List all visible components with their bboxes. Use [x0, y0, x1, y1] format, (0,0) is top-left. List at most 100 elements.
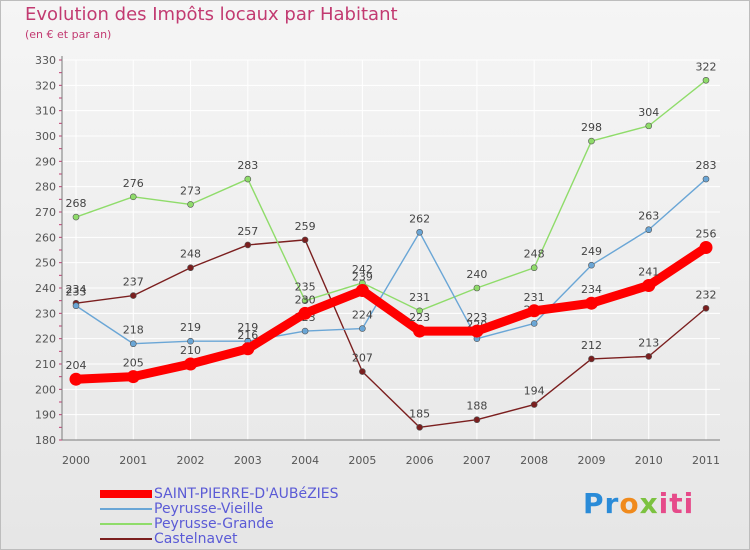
- data-point: [187, 264, 194, 272]
- data-label: 218: [123, 324, 144, 337]
- y-tick-label: 260: [35, 231, 56, 244]
- data-point: [584, 296, 598, 310]
- legend-swatch-peyrusse-grande: [100, 523, 152, 525]
- data-point: [588, 355, 595, 363]
- data-label: 205: [123, 357, 144, 370]
- y-tick-label: 180: [35, 434, 56, 447]
- data-point: [530, 401, 538, 408]
- x-tick-label: 2006: [406, 454, 434, 467]
- legend-swatch-peyrusse-vieille: [100, 508, 152, 510]
- data-label: 237: [123, 276, 144, 289]
- data-point: [187, 201, 194, 208]
- proxiti-logo: Proxiti: [583, 487, 694, 520]
- series-line: [71, 242, 711, 384]
- data-point: [244, 241, 252, 249]
- data-point: [588, 261, 595, 269]
- logo-part-4: iti: [658, 487, 695, 520]
- data-label: 262: [409, 212, 430, 225]
- data-label: 283: [237, 159, 258, 172]
- data-point: [645, 353, 653, 360]
- data-label: 276: [123, 177, 144, 190]
- data-point: [244, 175, 252, 183]
- series-line: [75, 178, 707, 345]
- data-label: 298: [581, 121, 602, 134]
- logo-part-2: o: [619, 487, 640, 520]
- x-tick-label: 2010: [635, 454, 663, 467]
- data-point: [129, 292, 137, 299]
- data-label: 204: [66, 359, 87, 372]
- y-tick-label: 280: [35, 181, 56, 194]
- legend-item-peyrusse-vieille: Peyrusse-Vieille: [100, 501, 263, 517]
- data-label: 213: [638, 336, 659, 349]
- data-point: [416, 307, 423, 315]
- data-point: [588, 137, 595, 145]
- data-point: [470, 324, 484, 338]
- chart-title: Evolution des Impôts locaux par Habitant: [25, 4, 398, 25]
- legend-item-peyrusse-grande: Peyrusse-Grande: [100, 516, 274, 532]
- y-tick-label: 230: [35, 307, 56, 320]
- data-point: [530, 320, 538, 327]
- data-label: 322: [696, 60, 717, 73]
- data-label: 268: [66, 197, 87, 210]
- data-point: [527, 304, 541, 318]
- legend-label-peyrusse-vieille: Peyrusse-Vieille: [154, 501, 263, 517]
- data-label: 242: [352, 263, 373, 276]
- y-tick-label: 240: [35, 282, 56, 295]
- chart-subtitle: (en € et par an): [25, 28, 112, 41]
- data-label: 257: [237, 225, 258, 238]
- data-label: 241: [638, 265, 659, 278]
- legend-item-castelnavet: Castelnavet: [100, 531, 237, 547]
- logo-part-1: Pr: [583, 487, 620, 520]
- x-tick-label: 2001: [119, 454, 147, 467]
- data-label: 216: [237, 329, 258, 342]
- data-point: [530, 264, 538, 272]
- data-point: [359, 368, 366, 375]
- data-label: 259: [295, 220, 316, 233]
- data-label: 231: [409, 291, 430, 304]
- legend-item-saint-pierre: SAINT-PIERRE-D'AUBéZIES: [100, 486, 339, 502]
- y-tick-label: 270: [35, 206, 56, 219]
- data-label: 210: [180, 344, 201, 357]
- data-point: [699, 240, 713, 254]
- data-point: [416, 424, 423, 431]
- data-label: 232: [696, 288, 717, 301]
- data-label: 248: [524, 248, 545, 261]
- legend-label-peyrusse-grande: Peyrusse-Grande: [154, 516, 274, 532]
- data-point: [473, 416, 481, 424]
- data-point: [355, 284, 369, 298]
- y-tick-label: 310: [35, 105, 56, 118]
- data-point: [645, 226, 653, 234]
- data-point: [413, 324, 427, 338]
- x-tick-label: 2008: [520, 454, 548, 467]
- y-tick-label: 190: [35, 409, 56, 422]
- logo-part-3: x: [639, 487, 659, 520]
- data-point: [702, 304, 710, 312]
- data-point: [187, 337, 194, 345]
- series-line: [75, 79, 707, 312]
- x-tick-label: 2005: [348, 454, 376, 467]
- data-label: 194: [524, 385, 545, 398]
- data-label: 283: [696, 159, 717, 172]
- legend-label-saint-pierre: SAINT-PIERRE-D'AUBéZIES: [154, 486, 339, 502]
- y-tick-label: 210: [35, 358, 56, 371]
- data-label: 185: [409, 407, 430, 420]
- data-label: 207: [352, 352, 373, 365]
- data-point: [72, 213, 80, 221]
- data-label: 273: [180, 184, 201, 197]
- y-tick-label: 290: [35, 155, 56, 168]
- x-tick-label: 2011: [692, 454, 720, 467]
- x-tick-label: 2000: [62, 454, 90, 467]
- data-label: 235: [295, 281, 316, 294]
- data-point: [129, 340, 137, 348]
- data-label: 263: [638, 210, 659, 223]
- y-tick-label: 220: [35, 333, 56, 346]
- y-tick-label: 250: [35, 257, 56, 270]
- data-point: [702, 175, 710, 183]
- data-label: 256: [696, 227, 717, 240]
- data-label: 219: [180, 321, 201, 334]
- x-tick-label: 2003: [234, 454, 262, 467]
- data-point: [241, 342, 255, 356]
- data-label: 304: [638, 106, 659, 119]
- x-tick-label: 2007: [463, 454, 491, 467]
